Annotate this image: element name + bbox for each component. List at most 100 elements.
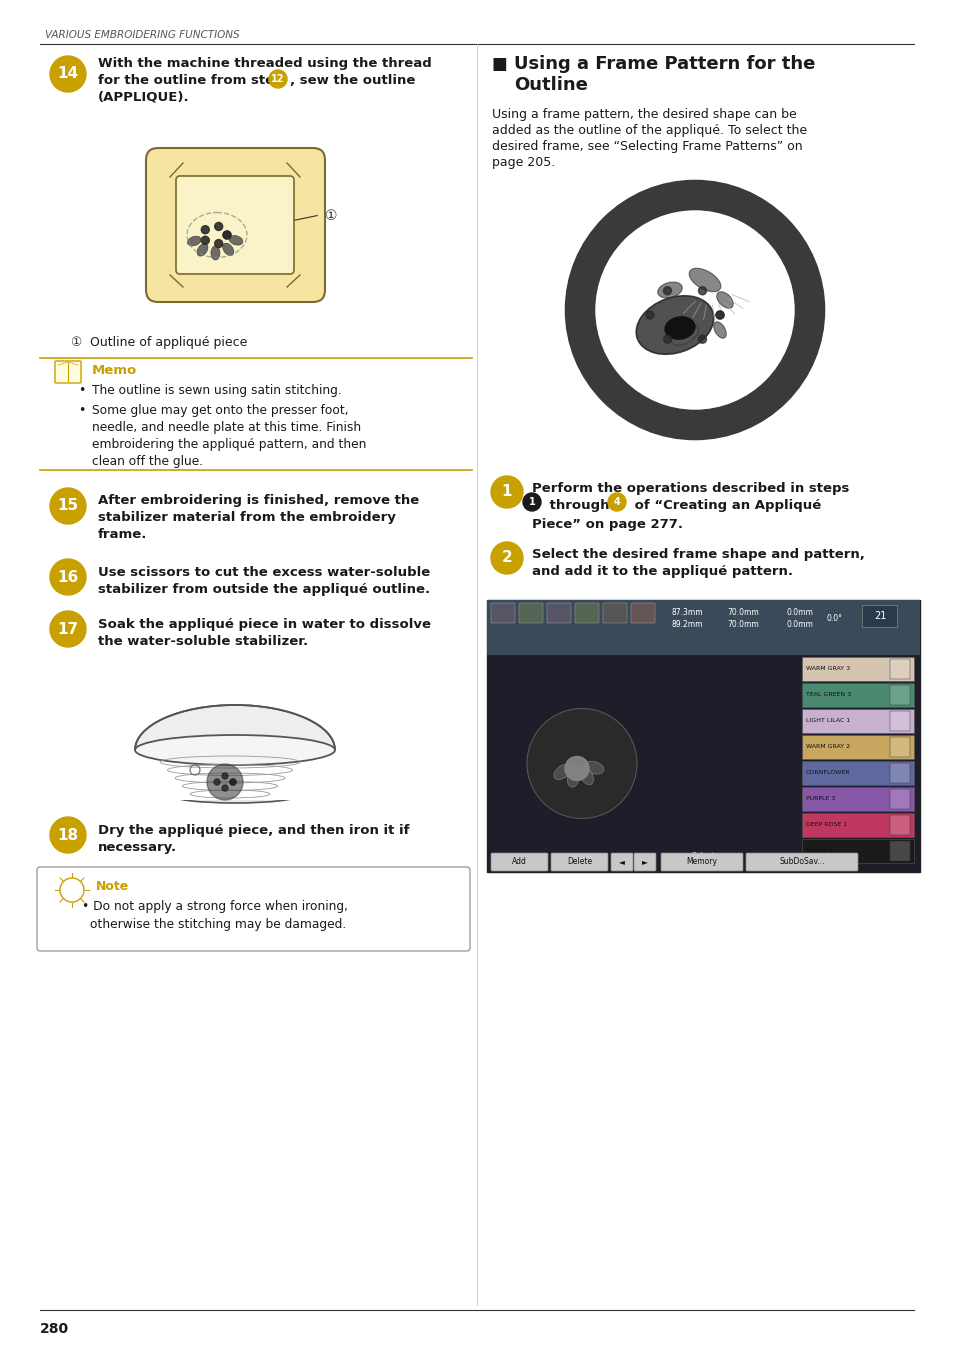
Text: SubDoSav...: SubDoSav... — [779, 857, 824, 867]
FancyBboxPatch shape — [486, 599, 919, 655]
Text: 1: 1 — [501, 485, 512, 500]
Circle shape — [575, 190, 814, 431]
FancyBboxPatch shape — [491, 853, 547, 871]
Text: clean off the glue.: clean off the glue. — [91, 455, 203, 468]
Text: 0.0°: 0.0° — [826, 614, 842, 622]
Text: LIGHT LILAC 1: LIGHT LILAC 1 — [805, 718, 849, 724]
Circle shape — [645, 310, 654, 319]
Text: Memo: Memo — [91, 364, 137, 377]
Circle shape — [564, 756, 588, 780]
Ellipse shape — [135, 705, 335, 795]
Circle shape — [526, 709, 637, 818]
Circle shape — [522, 493, 540, 512]
Circle shape — [60, 878, 84, 902]
FancyBboxPatch shape — [801, 657, 913, 680]
Circle shape — [491, 541, 522, 574]
Text: Piece” on page 277.: Piece” on page 277. — [532, 518, 682, 531]
Ellipse shape — [657, 282, 681, 298]
Circle shape — [230, 779, 235, 784]
Circle shape — [698, 286, 706, 294]
Text: 89.2mm: 89.2mm — [671, 620, 702, 629]
Ellipse shape — [671, 325, 698, 346]
Ellipse shape — [578, 767, 593, 784]
Ellipse shape — [567, 767, 579, 787]
Circle shape — [662, 286, 671, 294]
Text: WARM GRAY 2: WARM GRAY 2 — [805, 744, 849, 749]
Text: ■: ■ — [492, 55, 507, 73]
Text: of “Creating an Appliqué: of “Creating an Appliqué — [629, 500, 821, 512]
FancyBboxPatch shape — [634, 853, 656, 871]
Circle shape — [223, 231, 231, 239]
Ellipse shape — [664, 317, 694, 339]
Circle shape — [214, 223, 222, 231]
Circle shape — [50, 817, 86, 853]
FancyBboxPatch shape — [801, 787, 913, 811]
Circle shape — [491, 477, 522, 508]
Ellipse shape — [636, 296, 713, 354]
Text: Using a Frame Pattern for the: Using a Frame Pattern for the — [514, 55, 815, 73]
FancyBboxPatch shape — [889, 659, 909, 679]
FancyBboxPatch shape — [801, 838, 913, 863]
Ellipse shape — [188, 236, 201, 246]
Circle shape — [213, 779, 220, 784]
Text: Delete: Delete — [566, 857, 592, 867]
Text: 4: 4 — [613, 497, 619, 508]
Text: ①: ① — [70, 336, 81, 350]
FancyBboxPatch shape — [801, 709, 913, 733]
Circle shape — [662, 335, 671, 343]
Text: 0.0mm: 0.0mm — [786, 608, 813, 617]
Text: added as the outline of the appliqué. To select the: added as the outline of the appliqué. To… — [492, 124, 806, 136]
Circle shape — [50, 55, 86, 92]
Circle shape — [50, 487, 86, 524]
Text: 21: 21 — [873, 612, 885, 621]
Circle shape — [698, 335, 706, 343]
Ellipse shape — [716, 292, 733, 308]
Circle shape — [223, 231, 231, 239]
Text: stabilizer material from the embroidery: stabilizer material from the embroidery — [98, 512, 395, 524]
Text: 18: 18 — [57, 828, 78, 842]
Text: 12: 12 — [271, 74, 284, 84]
FancyBboxPatch shape — [575, 603, 598, 622]
Ellipse shape — [229, 235, 243, 246]
Ellipse shape — [211, 246, 220, 261]
Text: (APPLIQUE).: (APPLIQUE). — [98, 90, 190, 104]
FancyBboxPatch shape — [801, 813, 913, 837]
Text: •: • — [78, 383, 85, 397]
Circle shape — [214, 239, 222, 247]
Text: DEEP ROSE 1: DEEP ROSE 1 — [805, 822, 846, 828]
Text: the water-soluble stabilizer.: the water-soluble stabilizer. — [98, 634, 308, 648]
Text: 2: 2 — [501, 551, 512, 566]
Ellipse shape — [713, 321, 725, 339]
Text: Soak the appliqué piece in water to dissolve: Soak the appliqué piece in water to diss… — [98, 618, 431, 630]
FancyBboxPatch shape — [146, 148, 325, 302]
Text: •: • — [78, 404, 85, 417]
FancyBboxPatch shape — [491, 603, 515, 622]
Text: Perform the operations described in steps: Perform the operations described in step… — [532, 482, 848, 495]
Text: ①: ① — [325, 209, 337, 223]
Circle shape — [716, 310, 723, 319]
Circle shape — [207, 764, 243, 801]
Text: otherwise the stitching may be damaged.: otherwise the stitching may be damaged. — [90, 918, 346, 932]
FancyBboxPatch shape — [801, 761, 913, 784]
FancyBboxPatch shape — [630, 603, 655, 622]
Text: 70.0mm: 70.0mm — [726, 608, 758, 617]
Text: 14: 14 — [57, 66, 78, 81]
Ellipse shape — [688, 269, 720, 292]
FancyBboxPatch shape — [889, 815, 909, 836]
FancyBboxPatch shape — [55, 360, 81, 383]
Circle shape — [607, 493, 625, 512]
Text: WARM GRAY 3: WARM GRAY 3 — [805, 667, 849, 671]
Ellipse shape — [170, 787, 299, 803]
Text: 0.0mm: 0.0mm — [786, 620, 813, 629]
FancyBboxPatch shape — [801, 683, 913, 707]
Text: 17: 17 — [57, 621, 78, 636]
Text: Dry the appliqué piece, and then iron it if: Dry the appliqué piece, and then iron it… — [98, 824, 409, 837]
Text: desired frame, see “Selecting Frame Patterns” on: desired frame, see “Selecting Frame Patt… — [492, 140, 801, 153]
Circle shape — [716, 310, 723, 319]
Circle shape — [201, 225, 209, 234]
FancyBboxPatch shape — [889, 711, 909, 730]
FancyBboxPatch shape — [546, 603, 571, 622]
Text: 280: 280 — [40, 1322, 69, 1336]
Text: 16: 16 — [57, 570, 78, 585]
Text: page 205.: page 205. — [492, 157, 555, 169]
